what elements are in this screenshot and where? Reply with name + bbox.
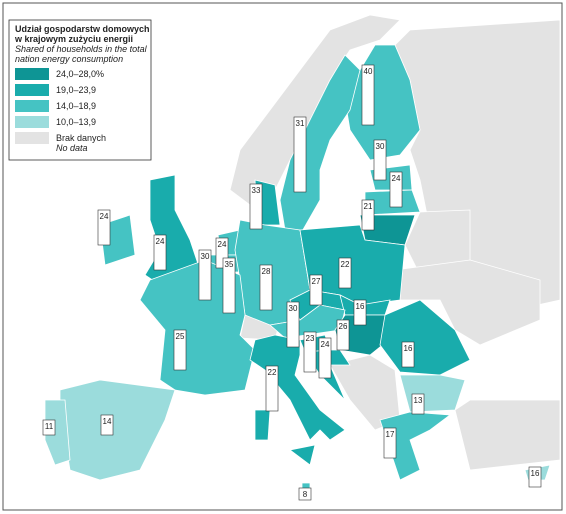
country-value: 8	[303, 490, 308, 499]
legend-label: 14,0–18,9	[56, 101, 96, 111]
country	[254, 409, 271, 441]
label-box	[318, 337, 332, 379]
no-data-land	[394, 259, 541, 346]
legend-label: 24,0–28,0%	[56, 69, 104, 79]
label-box	[411, 393, 425, 415]
country-value: 24	[156, 237, 165, 246]
legend-swatch	[15, 132, 49, 144]
legend: Udział gospodarstw domowych w krajowym z…	[8, 19, 152, 161]
country-value: 22	[268, 368, 277, 377]
country-value: 21	[364, 202, 373, 211]
legend-title: w krajowym zużyciu energii	[14, 34, 133, 44]
legend-swatch	[15, 100, 49, 112]
label-box	[401, 341, 415, 368]
label-box	[100, 414, 114, 436]
legend-label: 19,0–23,9	[56, 85, 96, 95]
legend-label: Brak danych	[56, 133, 106, 143]
country	[289, 444, 316, 466]
country-value: 25	[176, 332, 185, 341]
legend-swatch	[15, 84, 49, 96]
country-value: 11	[45, 422, 54, 431]
label-box	[97, 209, 111, 246]
label-box	[153, 234, 167, 271]
label-box	[336, 319, 350, 351]
country-value: 22	[341, 260, 350, 269]
no-data-land	[454, 399, 561, 471]
country-value: 24	[321, 340, 330, 349]
country-value: 16	[404, 344, 413, 353]
country-value: 30	[201, 252, 210, 261]
label-box	[373, 139, 387, 181]
legend-title: Udział gospodarstw domowych	[15, 24, 150, 34]
country-value: 27	[312, 277, 321, 286]
country-value: 40	[364, 67, 373, 76]
legend-subtitle: Shared of households in the total	[15, 44, 148, 54]
country-value: 24	[100, 212, 109, 221]
country-value: 14	[103, 417, 112, 426]
label-box	[259, 264, 273, 311]
country-value: 17	[386, 430, 395, 439]
country-value: 30	[289, 304, 298, 313]
label-box	[222, 257, 236, 314]
country-value: 30	[376, 142, 385, 151]
country-value: 31	[296, 119, 305, 128]
label-box	[303, 331, 317, 373]
country-value: 26	[339, 322, 348, 331]
label-box	[389, 171, 403, 208]
legend-subtitle: nation energy consumption	[15, 54, 123, 64]
label-box	[298, 487, 312, 501]
label-box	[249, 183, 263, 230]
label-box	[309, 274, 323, 306]
legend-swatch	[15, 68, 49, 80]
label-box	[353, 299, 367, 326]
label-box	[42, 419, 56, 436]
country-value: 35	[225, 260, 234, 269]
country-value: 16	[356, 302, 365, 311]
label-box	[198, 249, 212, 301]
country-value: 16	[531, 469, 540, 478]
country-value: 13	[414, 396, 423, 405]
legend-label-en: No data	[56, 143, 88, 153]
legend-swatch	[15, 116, 49, 128]
label-box	[361, 199, 375, 231]
label-box	[383, 427, 397, 459]
labels: 40 31 30 24 21 33 24 24 24 30 35 28 22 27 16 30 23 26 24 25…	[42, 64, 542, 501]
legend-label: 10,0–13,9	[56, 117, 96, 127]
label-box	[265, 365, 279, 412]
label-box	[361, 64, 375, 126]
country-value: 28	[262, 267, 271, 276]
label-box	[528, 466, 542, 488]
country-value: 33	[252, 186, 261, 195]
country-value: 24	[218, 240, 227, 249]
country	[399, 374, 466, 413]
country-value: 24	[392, 174, 401, 183]
country-value: 23	[306, 334, 315, 343]
label-box	[173, 329, 187, 371]
label-box	[338, 257, 352, 289]
label-box	[293, 116, 307, 193]
label-box	[286, 301, 300, 348]
